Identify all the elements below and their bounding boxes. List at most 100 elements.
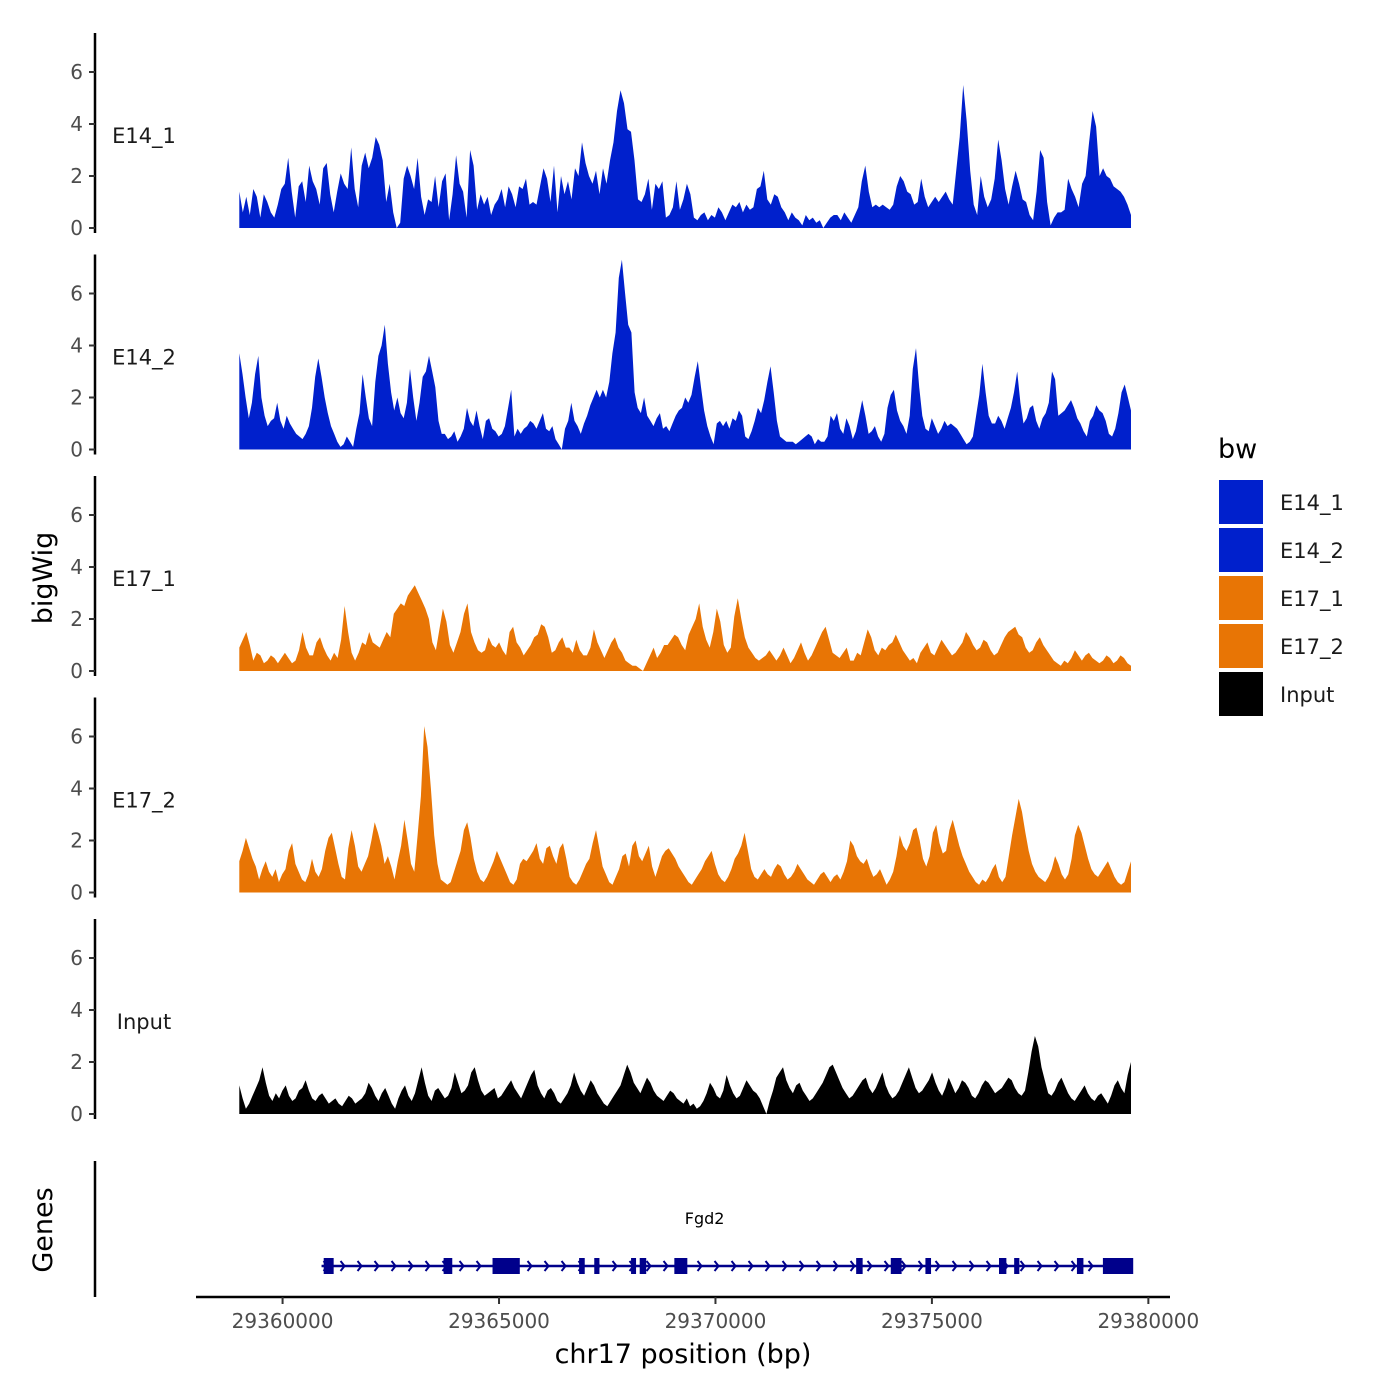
strand-arrow [339,1260,346,1272]
gene-exon [1014,1258,1020,1274]
strand-arrow [424,1260,431,1272]
strand-arrow [390,1260,397,1272]
legend-label: E14_1 [1280,491,1344,516]
y-tick-label: 4 [70,777,83,801]
strand-arrow [560,1260,567,1272]
y-tick-label: 2 [70,164,83,188]
gene-track: Fgd2 [93,1161,1134,1297]
strand-arrow [747,1260,754,1272]
strand-arrow [1070,1260,1077,1272]
strand-arrow [798,1260,805,1272]
gene-exon [443,1258,453,1274]
strand-arrow [934,1260,941,1272]
y-tick-label: 6 [70,503,83,527]
legend-swatch [1219,480,1263,524]
strand-arrow [866,1260,873,1272]
track-E14_1: 0 2 4 6 E14_1 [70,33,1132,240]
legend-swatch [1219,576,1263,620]
legend-title: bw [1218,434,1257,465]
strand-arrow [1053,1260,1060,1272]
legend-label: E17_1 [1280,587,1344,612]
y-tick-label: 2 [70,607,83,631]
y-tick-label: 2 [70,829,83,853]
strand-arrow [373,1260,380,1272]
y-tick-label: 0 [70,438,83,462]
strand-arrow [713,1260,720,1272]
gene-name-label: Fgd2 [685,1209,725,1228]
strand-arrow [526,1260,533,1272]
y-tick-label: 2 [70,386,83,410]
y-tick-label: 2 [70,1050,83,1074]
x-tick-label: 29365000 [448,1309,550,1333]
strand-arrow [458,1260,465,1272]
y-tick-label: 6 [70,725,83,749]
gene-exon [323,1258,334,1274]
legend-swatch [1219,672,1263,716]
gene-exon [674,1258,688,1274]
y-tick-label: 6 [70,60,83,84]
gene-exon [1076,1258,1084,1274]
strand-arrow [832,1260,839,1272]
coverage-area-E14_2 [239,259,1132,450]
strand-arrow [917,1260,924,1272]
x-tick-label: 29360000 [232,1309,334,1333]
coverage-tracks: 0 2 4 6 E14_1 0 2 4 6 E14_2 0 2 4 6 E17_1 0 2 4 6 E17_2 0 2 4 6… [70,33,1132,1126]
strand-arrow [543,1260,550,1272]
coverage-area-E17_1 [239,585,1132,671]
x-axis-title: chr17 position (bp) [555,1339,812,1370]
strand-arrow [662,1260,669,1272]
track-label: E14_2 [112,346,176,371]
legend-label: E14_2 [1280,539,1344,564]
y-tick-label: 6 [70,282,83,306]
strand-arrow [645,1260,652,1272]
y-axis-title: bigWig [28,532,59,625]
legend-label: Input [1280,683,1334,707]
strand-arrow [475,1260,482,1272]
coverage-area-Input [239,1036,1132,1114]
coverage-area-E17_2 [239,726,1132,893]
y-tick-label: 0 [70,881,83,905]
x-tick-label: 29380000 [1097,1309,1199,1333]
strand-arrow [1036,1260,1043,1272]
track-label: Input [117,1010,171,1034]
legend-swatch [1219,624,1263,668]
track-E14_2: 0 2 4 6 E14_2 [70,254,1132,462]
y-tick-label: 4 [70,112,83,136]
strand-arrow [1087,1260,1094,1272]
x-axis: 29360000 29365000 29370000 29375000 29380000 [196,1295,1199,1333]
strand-arrow [883,1260,890,1272]
strand-arrow [356,1260,363,1272]
y-tick-label: 4 [70,334,83,358]
track-label: E17_1 [112,567,176,592]
track-label: E17_2 [112,789,176,814]
y-tick-label: 6 [70,946,83,970]
y-tick-label: 0 [70,1102,83,1126]
gene-exon [999,1258,1007,1274]
gene-exon [579,1258,585,1274]
strand-arrow [968,1260,975,1272]
gene-exon [594,1258,600,1274]
strand-arrow [849,1260,856,1272]
strand-arrow [900,1260,907,1272]
strand-arrow [781,1260,788,1272]
y-tick-label: 4 [70,555,83,579]
gene-exon [856,1258,863,1274]
legend-swatch [1219,528,1263,572]
track-E17_2: 0 2 4 6 E17_2 [70,697,1132,905]
y-tick-label: 4 [70,998,83,1022]
legend: bw E14_1 E14_2 E17_1 E17_2 Input [1218,434,1344,716]
strand-arrow [730,1260,737,1272]
legend-label: E17_2 [1280,635,1344,660]
strand-arrow [815,1260,822,1272]
x-tick-label: 29375000 [881,1309,983,1333]
gene-exon [1102,1258,1134,1274]
genes-axis-title: Genes [28,1187,59,1272]
track-E17_1: 0 2 4 6 E17_1 [70,476,1132,683]
track-Input: 0 2 4 6 Input [70,919,1132,1126]
strand-arrow [985,1260,992,1272]
strand-arrow [1019,1260,1026,1272]
strand-arrow [951,1260,958,1272]
coverage-area-E14_1 [239,85,1132,228]
gene-exon [925,1258,932,1274]
